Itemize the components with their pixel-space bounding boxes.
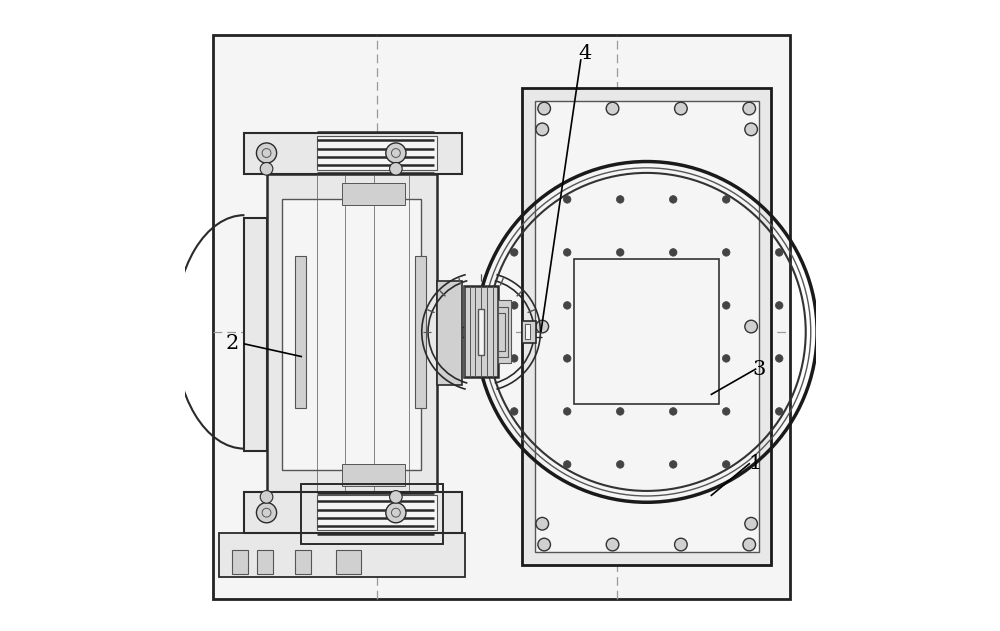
Circle shape [722, 196, 730, 203]
Circle shape [606, 102, 619, 115]
Circle shape [675, 102, 687, 115]
Bar [498, 313, 505, 351]
Circle shape [669, 196, 677, 203]
Circle shape [390, 491, 402, 504]
Circle shape [563, 355, 571, 362]
Bar [213, 35, 790, 599]
Circle shape [538, 102, 550, 115]
Circle shape [745, 321, 757, 333]
Bar [244, 133, 462, 174]
Circle shape [256, 502, 277, 522]
Bar [525, 324, 530, 339]
Bar [522, 321, 536, 343]
Text: 1: 1 [749, 454, 762, 473]
Circle shape [616, 408, 624, 415]
Bar [415, 256, 426, 408]
Bar [244, 492, 462, 533]
Circle shape [775, 249, 783, 256]
Circle shape [563, 196, 571, 203]
Circle shape [510, 249, 518, 256]
Bar [574, 259, 719, 404]
Circle shape [563, 302, 571, 309]
Bar [301, 483, 443, 543]
Circle shape [675, 538, 687, 551]
Circle shape [669, 249, 677, 256]
Circle shape [722, 355, 730, 362]
Circle shape [386, 143, 406, 163]
Bar [342, 183, 405, 205]
Bar [257, 550, 273, 574]
Text: 4: 4 [579, 44, 592, 63]
Text: 2: 2 [225, 334, 238, 353]
Circle shape [745, 123, 757, 136]
Circle shape [616, 461, 624, 468]
Circle shape [722, 302, 730, 309]
Bar [282, 199, 421, 470]
Bar [498, 300, 511, 363]
Circle shape [536, 517, 549, 530]
Text: 3: 3 [752, 360, 765, 379]
Bar [219, 533, 465, 577]
Circle shape [745, 517, 757, 530]
Circle shape [510, 302, 518, 309]
Bar [232, 550, 248, 574]
Bar [437, 281, 462, 385]
Circle shape [563, 408, 571, 415]
Circle shape [563, 249, 571, 256]
Circle shape [743, 538, 756, 551]
Bar [295, 550, 311, 574]
Circle shape [616, 249, 624, 256]
Bar [295, 256, 306, 408]
Circle shape [606, 538, 619, 551]
Circle shape [669, 408, 677, 415]
Circle shape [536, 123, 549, 136]
Bar [342, 464, 405, 486]
Bar [498, 307, 508, 357]
Bar [301, 483, 443, 543]
Bar [464, 286, 498, 377]
Circle shape [775, 302, 783, 309]
Circle shape [722, 461, 730, 468]
Circle shape [775, 408, 783, 415]
Circle shape [775, 355, 783, 362]
Circle shape [260, 162, 273, 175]
Bar [478, 309, 484, 355]
Circle shape [722, 408, 730, 415]
Circle shape [536, 321, 549, 333]
Circle shape [510, 355, 518, 362]
Circle shape [669, 461, 677, 468]
Circle shape [743, 102, 756, 115]
Circle shape [260, 491, 273, 504]
Circle shape [510, 408, 518, 415]
Circle shape [386, 502, 406, 522]
Circle shape [722, 249, 730, 256]
Circle shape [390, 162, 402, 175]
Bar [317, 136, 437, 170]
Bar [336, 550, 361, 574]
Bar [244, 218, 267, 451]
Bar [535, 101, 759, 552]
Circle shape [256, 143, 277, 163]
Circle shape [616, 196, 624, 203]
Bar [522, 88, 771, 565]
Circle shape [563, 461, 571, 468]
Bar [267, 174, 437, 495]
Bar [317, 495, 437, 530]
Circle shape [538, 538, 550, 551]
